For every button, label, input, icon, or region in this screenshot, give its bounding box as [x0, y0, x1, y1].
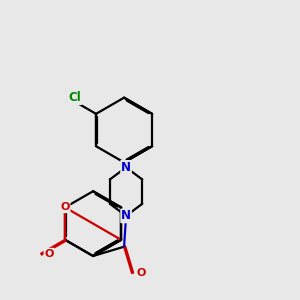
Text: O: O — [44, 249, 54, 259]
Text: O: O — [136, 268, 146, 278]
Text: O: O — [60, 202, 70, 212]
Text: N: N — [121, 209, 131, 222]
Text: N: N — [121, 161, 131, 174]
Text: Cl: Cl — [69, 91, 81, 104]
